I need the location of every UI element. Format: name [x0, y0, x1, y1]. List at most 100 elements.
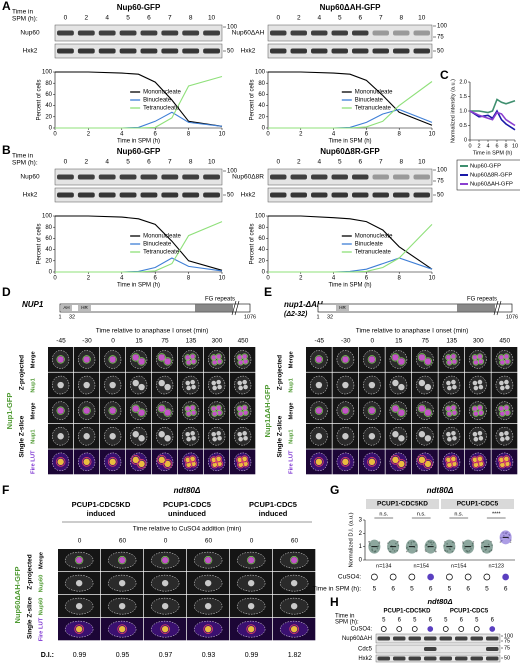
nucleus [472, 406, 478, 411]
nuclear-rim [211, 359, 218, 366]
nucleus [418, 456, 426, 464]
series-line [55, 71, 223, 127]
condition-label: PCUP1-CDC5 [249, 500, 297, 509]
band [77, 48, 95, 54]
nuclear-rim [446, 359, 453, 366]
nucleus [315, 433, 323, 440]
series-line [268, 81, 433, 129]
time-value: 6 [398, 618, 402, 624]
nucleus [161, 579, 169, 587]
blot-row-label: Nup60 [20, 174, 40, 181]
nucleus [212, 385, 217, 391]
channel-label: Merge [289, 402, 295, 420]
y-tick-label: 40 [45, 247, 52, 253]
lane-time: 5 [338, 159, 342, 166]
nucleus [424, 435, 432, 442]
nucleus [500, 462, 505, 468]
fire-halo [246, 624, 256, 634]
data-point [405, 550, 408, 553]
nucleus [75, 602, 83, 610]
cell-outline [416, 427, 434, 446]
y-tick-label: 20 [258, 258, 265, 264]
cell-outline [234, 401, 252, 420]
cuso4-label: CuSO4: [351, 627, 373, 633]
fg-label: FG repeats [205, 297, 235, 303]
significance-label: n.s. [454, 511, 463, 517]
cell-outline [208, 350, 226, 369]
nucleus [161, 556, 169, 564]
lane-time: 4 [317, 15, 321, 22]
x-axis-label: Time in SPM (h) [473, 150, 513, 156]
lane-time: 7 [379, 159, 383, 166]
series-line [470, 98, 516, 114]
domain-box [61, 305, 72, 311]
band [486, 656, 499, 661]
time-label: Time in [12, 9, 33, 16]
nuclear-rim [367, 355, 377, 364]
time-label: 60 [205, 538, 213, 545]
band [413, 174, 430, 180]
nucleus [211, 355, 217, 360]
nuclear-rim [157, 404, 166, 413]
panel-label: E [264, 285, 272, 299]
band [182, 192, 200, 198]
nuclear-rim [471, 354, 479, 361]
x-tick-label: 6 [154, 276, 158, 282]
nucleus [447, 385, 452, 391]
nucleus [158, 354, 165, 361]
blot-strip [375, 644, 501, 654]
nuclear-rim [417, 353, 427, 362]
cell-outline [442, 452, 461, 472]
lane-time: 0 [276, 15, 280, 22]
strain-label: ndt80Δ [427, 486, 454, 495]
nucleus [451, 379, 456, 385]
blot-row-label: Hxk2 [358, 656, 372, 662]
nucleus [212, 436, 217, 442]
nucleus [505, 384, 510, 390]
nuclear-rim [290, 556, 299, 565]
nuclear-rim [476, 353, 484, 360]
nuclear-rim [397, 408, 406, 417]
nucleus [109, 458, 116, 466]
time-label: 0 [78, 538, 82, 545]
time-label: 300 [473, 338, 484, 345]
n-label: n=154 [414, 563, 429, 569]
cuso4-indicator [458, 626, 465, 632]
channel-label: Fire LUT [31, 450, 37, 474]
condition-label: PCUP1-CDC5KD [72, 500, 131, 509]
channel-label: Nup1 [31, 429, 37, 444]
cell-outline [156, 427, 174, 446]
nucleus [211, 406, 217, 411]
nuclear-rim [131, 404, 140, 413]
nucleus [499, 355, 504, 360]
nucleus [424, 409, 432, 416]
nucleus [473, 436, 479, 442]
nuclear-rim [445, 405, 452, 412]
nucleus [212, 360, 217, 365]
domain-box [336, 305, 349, 311]
nucleus [504, 379, 509, 385]
nucleus [186, 436, 191, 442]
fire-halo [314, 457, 324, 467]
x-tick-label: 6 [154, 132, 158, 138]
lane-time: 0 [64, 15, 68, 22]
series-line [469, 110, 516, 127]
nucleus [452, 410, 457, 415]
nuclear-rim [503, 353, 510, 360]
band [413, 192, 430, 198]
nucleus [398, 358, 405, 365]
nucleus [499, 380, 504, 386]
nucleus [158, 405, 165, 412]
time-label: SPM (h): [12, 160, 38, 167]
y-tick-label: 20 [45, 114, 52, 120]
nuclear-rim [450, 353, 457, 360]
nuclear-rim [215, 353, 222, 360]
nuclear-rim [237, 410, 244, 417]
nucleus [315, 407, 323, 414]
band [352, 192, 369, 198]
y-tick-label: 80 [258, 81, 265, 87]
legend-label: Tetranucleate [143, 250, 180, 256]
lane-time: 5 [338, 15, 342, 22]
time-label: 135 [186, 338, 197, 345]
nucleus [247, 556, 255, 564]
